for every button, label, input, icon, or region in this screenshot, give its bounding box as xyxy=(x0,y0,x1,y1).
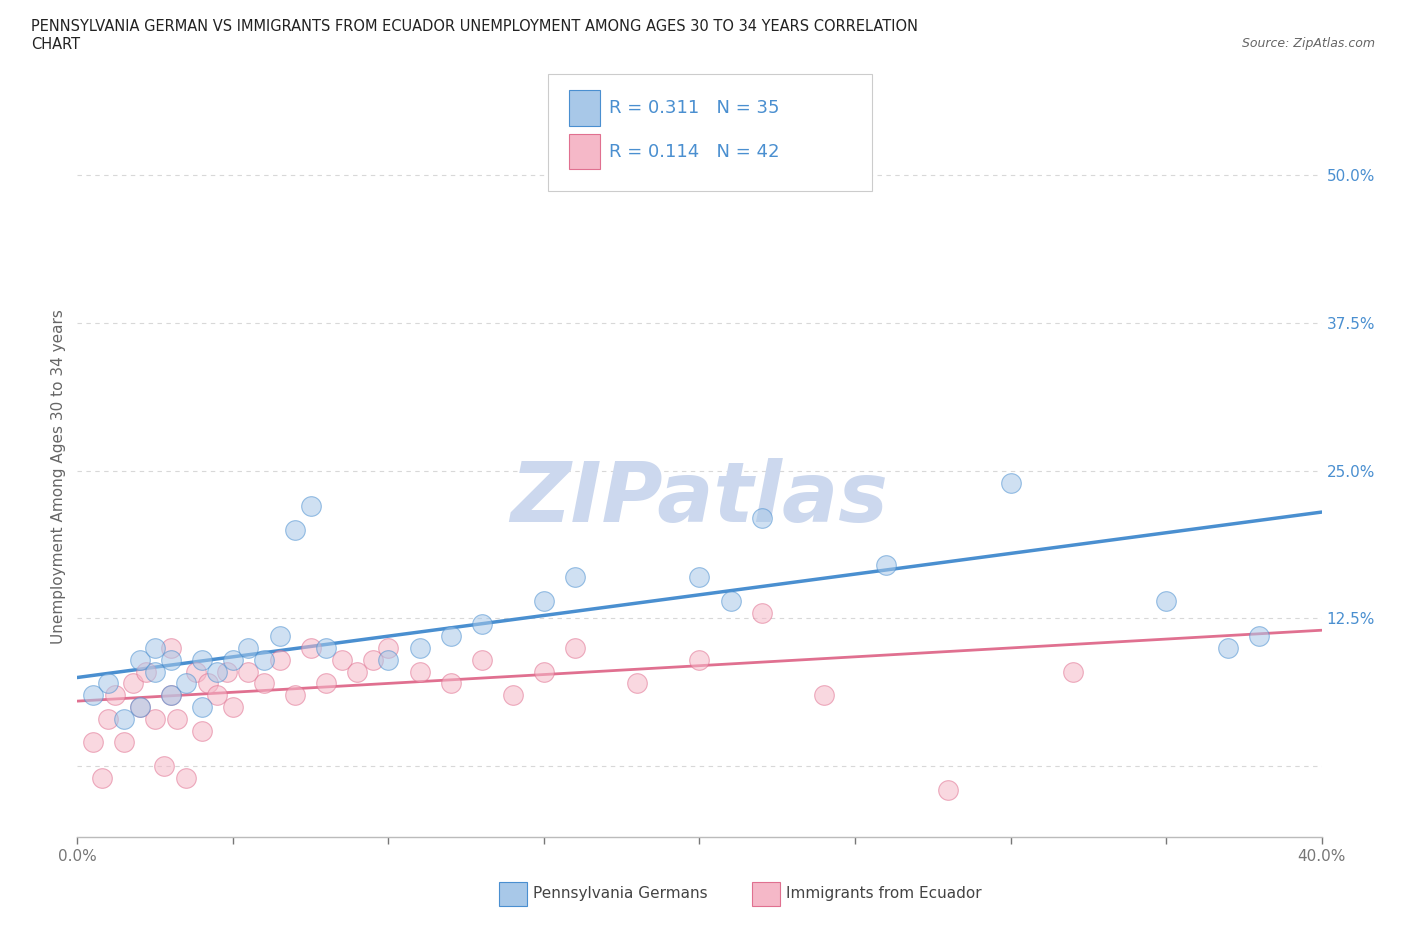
Point xyxy=(564,641,586,656)
Point xyxy=(330,652,353,667)
Point xyxy=(720,593,742,608)
Point xyxy=(238,664,260,679)
Point xyxy=(408,641,430,656)
Point xyxy=(135,664,157,679)
Point xyxy=(440,676,463,691)
Point xyxy=(82,735,104,750)
Point xyxy=(689,569,711,584)
Point xyxy=(471,652,494,667)
Point xyxy=(626,676,648,691)
Point xyxy=(197,676,219,691)
Point xyxy=(222,699,245,714)
Point xyxy=(1218,641,1240,656)
Point xyxy=(191,652,214,667)
Point xyxy=(315,676,337,691)
Point xyxy=(813,688,835,703)
Point xyxy=(207,688,229,703)
Point xyxy=(284,688,307,703)
Text: CHART: CHART xyxy=(31,37,80,52)
Point xyxy=(502,688,524,703)
Point xyxy=(174,770,197,785)
Point xyxy=(361,652,384,667)
Text: R = 0.311   N = 35: R = 0.311 N = 35 xyxy=(609,99,779,117)
Point xyxy=(159,688,181,703)
Text: Source: ZipAtlas.com: Source: ZipAtlas.com xyxy=(1241,37,1375,50)
Point xyxy=(104,688,127,703)
Point xyxy=(97,676,120,691)
Point xyxy=(751,511,773,525)
Point xyxy=(1000,475,1022,490)
Point xyxy=(159,652,181,667)
Text: Immigrants from Ecuador: Immigrants from Ecuador xyxy=(786,886,981,901)
Point xyxy=(91,770,114,785)
Text: Pennsylvania Germans: Pennsylvania Germans xyxy=(533,886,707,901)
Point xyxy=(112,735,135,750)
Text: R = 0.114   N = 42: R = 0.114 N = 42 xyxy=(609,142,779,161)
Point xyxy=(751,605,773,620)
Point xyxy=(122,676,145,691)
Point xyxy=(533,664,555,679)
Point xyxy=(159,688,181,703)
Point xyxy=(564,569,586,584)
Point xyxy=(875,558,897,573)
Point xyxy=(128,699,150,714)
Point xyxy=(938,782,960,797)
Point xyxy=(269,629,291,644)
Point xyxy=(191,699,214,714)
Point xyxy=(153,759,176,774)
Point xyxy=(269,652,291,667)
Point xyxy=(82,688,104,703)
Point xyxy=(408,664,430,679)
Point xyxy=(238,641,260,656)
Point xyxy=(112,711,135,726)
Point xyxy=(143,711,166,726)
Point xyxy=(128,699,150,714)
Point xyxy=(299,498,322,513)
Point xyxy=(1062,664,1084,679)
Point xyxy=(207,664,229,679)
Point xyxy=(166,711,188,726)
Point xyxy=(191,724,214,738)
Point xyxy=(143,641,166,656)
Point xyxy=(533,593,555,608)
Point xyxy=(377,652,399,667)
Point xyxy=(215,664,238,679)
Point xyxy=(143,664,166,679)
Point xyxy=(284,523,307,538)
Point xyxy=(315,641,337,656)
Point xyxy=(595,156,617,171)
Point xyxy=(346,664,368,679)
Point xyxy=(159,641,181,656)
Point xyxy=(377,641,399,656)
Point xyxy=(128,652,150,667)
Text: ZIPatlas: ZIPatlas xyxy=(510,458,889,538)
Point xyxy=(689,652,711,667)
Point xyxy=(184,664,207,679)
Y-axis label: Unemployment Among Ages 30 to 34 years: Unemployment Among Ages 30 to 34 years xyxy=(51,309,66,644)
Point xyxy=(253,652,276,667)
Point xyxy=(440,629,463,644)
Point xyxy=(97,711,120,726)
Point xyxy=(253,676,276,691)
Point xyxy=(299,641,322,656)
Point xyxy=(471,617,494,631)
Text: PENNSYLVANIA GERMAN VS IMMIGRANTS FROM ECUADOR UNEMPLOYMENT AMONG AGES 30 TO 34 : PENNSYLVANIA GERMAN VS IMMIGRANTS FROM E… xyxy=(31,19,918,33)
Point xyxy=(1249,629,1271,644)
Point xyxy=(1154,593,1177,608)
Point xyxy=(222,652,245,667)
Point xyxy=(174,676,197,691)
